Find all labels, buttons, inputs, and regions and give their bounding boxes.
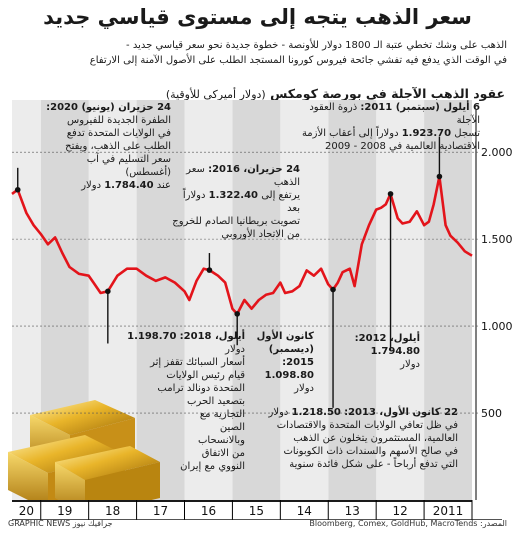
annotation-2020-suffix: دولار	[81, 180, 102, 191]
annotation-2011-date: 6 أيلول (سبتمبر) 2011:	[360, 102, 480, 113]
year-band	[184, 100, 233, 500]
annotation-2013: 22 كانون الأول، 2013: 1.218.50 دولار في …	[248, 406, 458, 471]
annotation-2012: أيلول، 2012: 1.794.80 دولار	[350, 332, 420, 371]
x-tick-label: 13	[345, 504, 360, 518]
annotation-2011-value: 1.923.70	[401, 128, 452, 139]
annotation-2020-line: في الولايات المتحدة تدفع	[66, 128, 171, 139]
annotation-2012-date: أيلول، 2012:	[354, 333, 420, 344]
annotation-2015-suffix: دولار	[294, 383, 314, 394]
annotation-2016-suffix: دولاراً بعد	[182, 190, 300, 214]
x-tick-label: 18	[105, 504, 120, 518]
subtitle: الذهب على وشك تخطي عتبة الـ 1800 دولار ل…	[7, 38, 507, 68]
annotation-point	[105, 288, 111, 295]
chart-unit: (دولار أميركي للأوقية)	[165, 88, 266, 101]
annotation-2016: 24 حزيران، 2016: سعر الذهب يرتفع إلى 1.3…	[172, 163, 300, 241]
annotation-2018-suffix: دولار	[225, 344, 245, 355]
annotation-2018-date: أيلول، 2018:	[179, 331, 245, 342]
annotation-point	[206, 267, 213, 273]
annotation-2015-date2: (ديسمبر) 2015:	[268, 344, 314, 368]
annotation-2013-line: في صالح الأسهم والسندات ذات الكوبونات	[283, 446, 458, 457]
annotation-2013-date: 22 كانون الأول، 2013:	[344, 407, 458, 418]
annotation-2012-value: 1.794.80	[370, 346, 420, 357]
annotation-2018-line: بتصعيد الحرب	[187, 396, 245, 407]
year-band	[376, 100, 425, 500]
annotation-2018: أيلول، 2018: 1.198.70 دولار أسعار السبائ…	[113, 330, 245, 473]
annotation-2011-line: ذروة العقود الآجلة	[309, 102, 480, 126]
annotation-2011-line: تسجل	[454, 128, 480, 139]
x-tick-label: 12	[392, 504, 407, 518]
y-tick-label: 500	[481, 407, 502, 420]
annotation-2020-line: الطلب على الذهب، ويفتح	[65, 141, 171, 152]
annotation-2016-value: 1.322.40	[208, 190, 258, 201]
price-series	[11, 136, 473, 408]
x-axis-bar	[12, 500, 502, 520]
annotation-2016-line: من الاتحاد الأوروبي	[221, 229, 300, 240]
annotation-2012-suffix: دولار	[400, 359, 420, 370]
year-band	[328, 100, 377, 500]
y-tick-label: 1.000	[481, 320, 513, 333]
annotation-point	[436, 173, 443, 180]
annotation-2020: 24 حزيران (يونيو) 2020: الطفرة الجديدة ل…	[38, 101, 171, 192]
annotation-2016-line: يرتفع إلى	[261, 190, 300, 201]
year-band	[136, 100, 185, 500]
subtitle-line-2: في الوقت الذي يدفع فيه تفشي جائحة فيروس …	[89, 55, 507, 66]
y-axis: 2.000 1.500 1.000 500	[12, 110, 513, 500]
header: سعر الذهب يتجه إلى مستوى قياسي جديد	[0, 0, 515, 30]
source-note: المصدر: Bloomberg, Comex, GoldHub, Macro…	[309, 519, 507, 528]
annotation-2020-line: الطفرة الجديدة للفيروس	[67, 115, 171, 126]
annotation-2013-line: في ظل تعافي الولايات المتحدة والاقتصادات	[276, 420, 458, 431]
chart-title-text: عقود الذهب الآجلة في بورصة كومكس	[270, 86, 505, 101]
x-tick-label: 20	[19, 504, 34, 518]
x-tick-label: 19	[57, 504, 72, 518]
annotation-2020-date: 24 حزيران (يونيو) 2020:	[46, 102, 171, 113]
year-band	[424, 100, 472, 500]
annotation-2016-line: تصويت بريطانيا الصادم للخروج	[172, 216, 300, 227]
x-tick-label: 14	[297, 504, 312, 518]
annotation-2018-line: النووي مع إيران	[180, 461, 245, 472]
year-band	[232, 100, 281, 500]
chart-title: عقود الذهب الآجلة في بورصة كومكس (دولار …	[166, 86, 505, 101]
x-tick-label: 15	[249, 504, 264, 518]
annotation-2018-line: أسعار السبائك تقفز إثر	[150, 357, 245, 368]
annotation-point	[387, 191, 394, 197]
annotation-2013-value: 1.218.50	[291, 407, 341, 418]
annotation-2020-line: عند	[156, 180, 171, 191]
chart-svg: 2011 12 13 14 15 16 17 18 19 20 2.000 1.500 1.000 50…	[8, 100, 513, 520]
subtitle-line-1: الذهب على وشك تخطي عتبة الـ 1800 دولار ل…	[126, 40, 507, 51]
annotation-point	[14, 186, 21, 193]
annotation-2016-date: 24 حزيران، 2016:	[208, 164, 300, 175]
annotation-2015: كانون الأول (ديسمبر) 2015: 1.098.80 دولا…	[246, 330, 314, 395]
annotation-2018-line: قيام رئيس الولايات	[166, 370, 245, 381]
annotation-2016-line: سعر الذهب	[186, 164, 300, 188]
annotation-point	[234, 311, 241, 317]
page-title: سعر الذهب يتجه إلى مستوى قياسي جديد	[43, 5, 472, 29]
x-tick-label: 17	[153, 504, 168, 518]
annotation-2018-line: التجارية مع	[199, 409, 245, 420]
y-tick-label: 1.500	[481, 233, 513, 246]
annotation-2013-line: العالمية، المستثمرون يتخلون عن الذهب	[293, 433, 458, 444]
annotation-2018-line: المتحدة دونالد ترامب	[157, 383, 245, 394]
x-tick-label: 2011	[433, 504, 464, 518]
annotation-2011-suffix: دولاراً	[375, 128, 399, 139]
annotation-2018-line: الصين	[219, 422, 245, 433]
annotation-2018-line: وبالانسحاب	[198, 435, 245, 446]
annotation-2015-date: كانون الأول	[256, 331, 314, 342]
annotation-2020-line: سعر التسليم في آب (أغسطس)	[86, 154, 171, 178]
y-tick-label: 2.000	[481, 146, 513, 159]
year-band	[280, 100, 329, 500]
annotation-2020-value: 1.784.40	[104, 180, 154, 191]
annotation-point	[330, 286, 336, 293]
annotation-2018-line: من الاتفاق	[201, 448, 245, 459]
annotation-2013-line: التي تدفع أرباحاً - على شكل فائدة سنوية	[289, 459, 458, 470]
annotation-2011-line: إلى أعقاب الأزمة	[301, 128, 373, 139]
annotation-2011: 6 أيلول (سبتمبر) 2011: ذروة العقود الآجل…	[296, 101, 480, 153]
x-axis: 2011 12 13 14 15 16 17 18 19 20	[12, 500, 502, 520]
annotation-2015-value: 1.098.80	[264, 370, 314, 381]
annotation-2013-suffix: دولار	[268, 407, 289, 418]
x-tick-label: 16	[201, 504, 216, 518]
annotation-2011-line: الاقتصادية العالمية في 2008 - 2009	[324, 141, 480, 152]
credit: جرافيك نيوز GRAPHIC NEWS	[8, 519, 113, 528]
annotation-2018-value: 1.198.70	[127, 331, 177, 342]
price-line	[11, 175, 473, 316]
